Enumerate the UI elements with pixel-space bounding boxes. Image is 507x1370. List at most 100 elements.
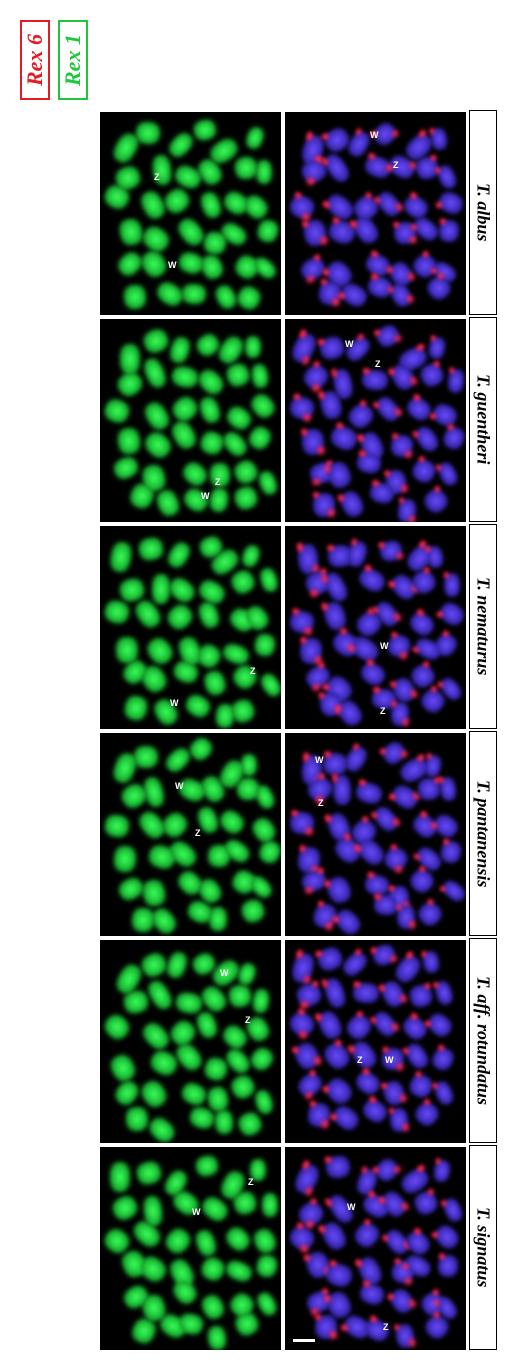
chromosome: [331, 1104, 361, 1133]
chromosome: [110, 542, 133, 573]
chromosome: [141, 879, 167, 907]
chromosome: [249, 1046, 276, 1073]
zw-label-w: W: [380, 641, 389, 651]
chromosome: [181, 460, 209, 488]
chromosome: [431, 402, 459, 428]
chromosome: [174, 1041, 205, 1072]
chromosome: [197, 578, 227, 606]
chromosome: [170, 394, 200, 424]
chromosome: [329, 424, 360, 453]
chromosome: [408, 867, 436, 895]
chromosome: [389, 281, 414, 308]
chromosome: [176, 216, 207, 247]
chromosome: [199, 191, 222, 219]
cell-2-1: WZ: [284, 525, 467, 730]
chromosome: [413, 425, 440, 454]
chromosome: [402, 193, 430, 220]
chromosome: [199, 1255, 226, 1282]
chromosome: [307, 1102, 331, 1127]
chromosome: [355, 781, 383, 806]
chromosome: [296, 1071, 324, 1099]
chromosome: [130, 1317, 157, 1345]
chromosome: [349, 1039, 379, 1071]
chromosome: [301, 362, 331, 392]
chromosome: [197, 601, 220, 629]
chromosome: [301, 639, 322, 664]
chromosome: [375, 323, 401, 348]
chromosome: [225, 362, 251, 388]
chromosome: [401, 1014, 429, 1042]
chromosome: [390, 783, 420, 811]
zw-label-w: W: [220, 968, 229, 978]
chromosome: [253, 989, 270, 1013]
species-label-2: T. nematurus: [469, 524, 497, 729]
chromosome: [346, 401, 376, 431]
chromosome: [135, 747, 157, 767]
chromosome: [113, 1079, 141, 1107]
cell-4-0: WZ: [99, 939, 282, 1144]
species-label-3: T. pantanensis: [469, 731, 497, 936]
chromosome: [290, 332, 318, 365]
chromosome: [214, 284, 238, 311]
chromosome: [298, 544, 318, 573]
chromosome: [166, 541, 192, 570]
chromosome: [149, 1049, 180, 1078]
chromosome: [146, 979, 174, 1011]
cell-1-0: ZW: [99, 318, 282, 523]
chromosome: [149, 906, 178, 936]
chromosome: [249, 392, 277, 420]
zw-label-z: Z: [357, 1055, 363, 1065]
chromosome: [324, 192, 355, 223]
chromosome: [165, 602, 195, 632]
chromosome: [374, 395, 402, 424]
chromosome: [418, 778, 440, 800]
chromosome: [178, 251, 205, 275]
cell-5-0: ZW: [99, 1146, 282, 1351]
chromosome: [303, 219, 327, 246]
chromosome: [140, 1020, 171, 1051]
chromosome: [353, 983, 378, 1003]
zw-label-z: Z: [248, 1177, 254, 1187]
cell-3-1: WZ: [284, 732, 467, 937]
chromosome: [142, 357, 168, 389]
chromosome: [139, 248, 169, 279]
chromosome: [314, 494, 334, 516]
chromosome: [176, 992, 203, 1014]
chromosome: [441, 879, 467, 904]
chromosome: [111, 1163, 129, 1191]
chromosome: [404, 1042, 431, 1071]
zw-label-z: Z: [195, 828, 201, 838]
chromosome: [438, 1255, 458, 1276]
chromosome: [379, 979, 406, 1009]
chromosome: [379, 540, 403, 562]
chromosome: [194, 1229, 217, 1257]
chromosome: [115, 369, 145, 398]
chromosome: [140, 224, 171, 254]
chromosome: [168, 1018, 198, 1048]
chromosome: [325, 1155, 350, 1179]
chromosome: [117, 876, 145, 903]
chromosome: [430, 1046, 455, 1072]
chromosome: [422, 487, 450, 515]
species-label-4: T. aff. rotundatus: [469, 938, 497, 1143]
chromosome: [322, 152, 351, 184]
chromosome: [437, 461, 459, 487]
chromosome: [232, 458, 260, 486]
chromosome: [245, 126, 265, 150]
chromosome: [145, 635, 176, 666]
chromosome: [255, 634, 276, 657]
chromosome: [155, 280, 185, 308]
chromosome: [426, 1011, 454, 1039]
zw-label-w: W: [315, 755, 324, 765]
chromosome: [323, 571, 350, 603]
chromosome: [318, 335, 345, 361]
chromosome: [434, 980, 454, 1005]
chromosome: [121, 345, 139, 373]
chromosome: [338, 489, 365, 519]
chromosome: [138, 537, 164, 561]
zw-label-z: Z: [375, 359, 381, 369]
chromosome: [375, 190, 403, 219]
chromosome: [193, 119, 217, 141]
zw-label-z: Z: [383, 1322, 389, 1332]
chromosome: [180, 1081, 208, 1107]
